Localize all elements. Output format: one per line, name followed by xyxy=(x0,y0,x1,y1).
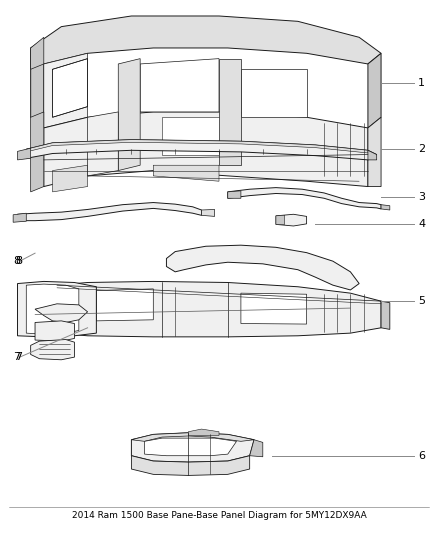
Polygon shape xyxy=(140,59,219,112)
Text: 6: 6 xyxy=(418,451,425,461)
Polygon shape xyxy=(31,48,44,128)
Polygon shape xyxy=(44,53,88,128)
Polygon shape xyxy=(26,284,79,334)
Text: 8: 8 xyxy=(13,256,20,266)
Polygon shape xyxy=(18,148,31,160)
Polygon shape xyxy=(44,112,368,187)
Polygon shape xyxy=(145,438,237,456)
Polygon shape xyxy=(18,203,201,221)
Polygon shape xyxy=(276,215,285,224)
Polygon shape xyxy=(57,281,381,337)
Polygon shape xyxy=(166,245,359,290)
Text: 2014 Ram 1500 Base Pane-Base Panel Diagram for 5MY12DX9AA: 2014 Ram 1500 Base Pane-Base Panel Diagr… xyxy=(72,511,366,520)
Text: 7: 7 xyxy=(15,352,22,362)
Polygon shape xyxy=(131,456,250,475)
Polygon shape xyxy=(31,16,381,64)
Polygon shape xyxy=(241,293,307,324)
Polygon shape xyxy=(276,214,307,226)
Polygon shape xyxy=(368,117,381,187)
Polygon shape xyxy=(18,281,96,337)
Polygon shape xyxy=(53,165,88,192)
Polygon shape xyxy=(26,140,368,153)
Text: 1: 1 xyxy=(418,78,425,87)
Polygon shape xyxy=(31,112,44,192)
Polygon shape xyxy=(188,429,219,435)
Polygon shape xyxy=(35,321,74,341)
Polygon shape xyxy=(31,37,44,69)
Polygon shape xyxy=(31,340,74,360)
Polygon shape xyxy=(131,433,254,462)
Text: 5: 5 xyxy=(418,296,425,306)
Polygon shape xyxy=(228,191,241,198)
Polygon shape xyxy=(153,165,219,181)
Text: 3: 3 xyxy=(418,192,425,202)
Polygon shape xyxy=(35,304,88,322)
Polygon shape xyxy=(131,433,254,441)
Text: 2: 2 xyxy=(418,144,425,154)
Polygon shape xyxy=(162,117,219,155)
Polygon shape xyxy=(368,150,377,160)
Polygon shape xyxy=(241,69,307,117)
Polygon shape xyxy=(250,440,263,457)
Polygon shape xyxy=(88,112,118,176)
Text: 8: 8 xyxy=(15,256,22,266)
Polygon shape xyxy=(96,289,153,321)
Polygon shape xyxy=(381,301,390,329)
Polygon shape xyxy=(118,59,140,171)
Polygon shape xyxy=(13,213,26,222)
Polygon shape xyxy=(201,209,215,216)
Text: 4: 4 xyxy=(418,219,425,229)
Polygon shape xyxy=(368,53,381,128)
Polygon shape xyxy=(26,140,377,160)
Polygon shape xyxy=(381,205,390,210)
Text: 7: 7 xyxy=(13,352,20,362)
Polygon shape xyxy=(219,59,241,165)
Polygon shape xyxy=(53,59,88,117)
Polygon shape xyxy=(228,188,381,209)
